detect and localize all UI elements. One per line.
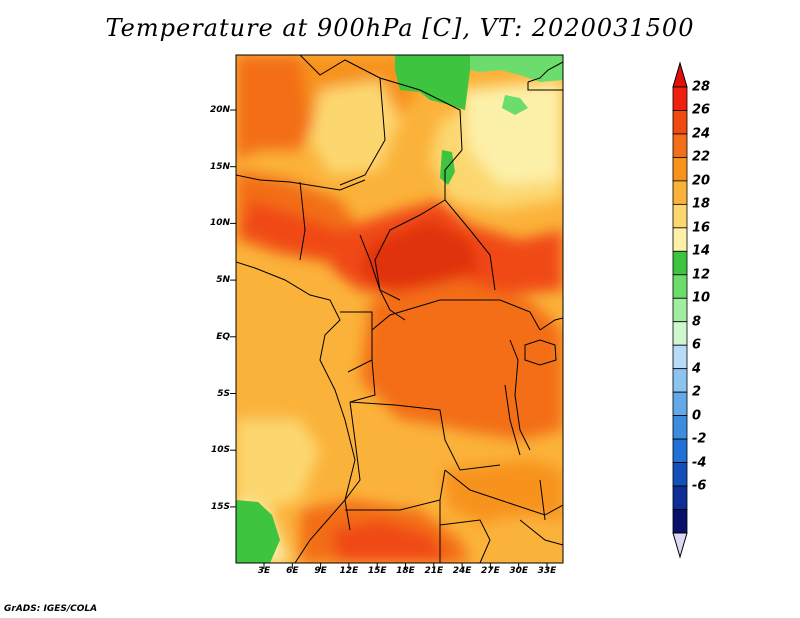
colorbar-label: 26 xyxy=(692,102,711,118)
colorbar-swatch xyxy=(672,110,688,135)
temperature-field xyxy=(236,55,563,563)
colorbar-label: 24 xyxy=(692,126,711,142)
longitude-label: 18E xyxy=(396,566,415,576)
colorbar-label: 2 xyxy=(692,384,702,400)
colorbar-label: 12 xyxy=(692,267,711,283)
colorbar-label: 0 xyxy=(692,408,702,424)
longitude-label: 6E xyxy=(286,566,299,576)
country-borders xyxy=(236,55,563,563)
colorbar-swatch xyxy=(672,438,688,463)
grads-credit: GrADS: IGES/COLA xyxy=(4,604,98,614)
longitude-label: 33E xyxy=(537,566,557,576)
latitude-label: 20N xyxy=(209,105,230,115)
colorbar-swatch xyxy=(672,227,688,252)
longitude-label: 12E xyxy=(339,566,359,576)
colorbar-label: -4 xyxy=(692,455,707,471)
colorbar xyxy=(672,61,688,559)
colorbar-label: 20 xyxy=(692,173,711,189)
map-title: Temperature at 900hPa [C], VT: 202003150… xyxy=(105,14,695,42)
longitude-label: 27E xyxy=(481,566,500,576)
longitude-label: 15E xyxy=(367,566,387,576)
colorbar-over-triangle xyxy=(672,61,688,88)
latitude-label: 10N xyxy=(209,218,230,229)
colorbar-swatch xyxy=(672,133,688,158)
colorbar-swatch xyxy=(672,368,688,393)
latitude-label: 5S xyxy=(217,388,230,399)
colorbar-label: 10 xyxy=(692,290,711,306)
latitude-label: 10S xyxy=(210,445,230,456)
latitude-label: 5N xyxy=(216,275,230,286)
colorbar-label: 8 xyxy=(692,314,702,330)
colorbar-swatch xyxy=(672,297,688,323)
colorbar-swatch xyxy=(672,180,688,205)
colorbar-swatch xyxy=(672,462,688,487)
colorbar-swatch xyxy=(672,250,688,276)
longitude-label: 30E xyxy=(509,566,529,576)
colorbar-swatch xyxy=(672,86,688,111)
latitude-label: EQ xyxy=(216,331,230,342)
colorbar-swatch xyxy=(672,509,688,534)
colorbar-swatch xyxy=(672,157,688,182)
colorbar-label: 18 xyxy=(692,196,711,212)
colorbar-label: 16 xyxy=(692,220,711,236)
colorbar-label: 22 xyxy=(692,149,711,165)
map-frame xyxy=(235,54,564,564)
colorbar-swatch xyxy=(672,485,688,510)
latitude-label: 15S xyxy=(210,501,230,512)
colorbar-swatch xyxy=(672,203,688,229)
longitude-label: 3E xyxy=(257,566,271,576)
colorbar-label: 28 xyxy=(692,79,711,95)
longitude-label: 24E xyxy=(452,566,472,576)
latitude-label: 15N xyxy=(209,161,230,172)
colorbar-under-triangle xyxy=(672,532,688,559)
colorbar-swatch xyxy=(672,274,688,299)
colorbar-label: -2 xyxy=(692,431,707,447)
colorbar-swatch xyxy=(672,391,688,417)
colorbar-swatch xyxy=(672,415,688,440)
longitude-label: 9E xyxy=(314,566,327,576)
colorbar-label: 6 xyxy=(692,337,702,353)
colorbar-label: 14 xyxy=(692,243,711,259)
colorbar-label: 4 xyxy=(692,361,702,377)
colorbar-label: -6 xyxy=(692,478,707,494)
colorbar-swatch xyxy=(672,321,688,346)
longitude-label: 21E xyxy=(424,566,444,576)
colorbar-swatch xyxy=(672,344,688,370)
